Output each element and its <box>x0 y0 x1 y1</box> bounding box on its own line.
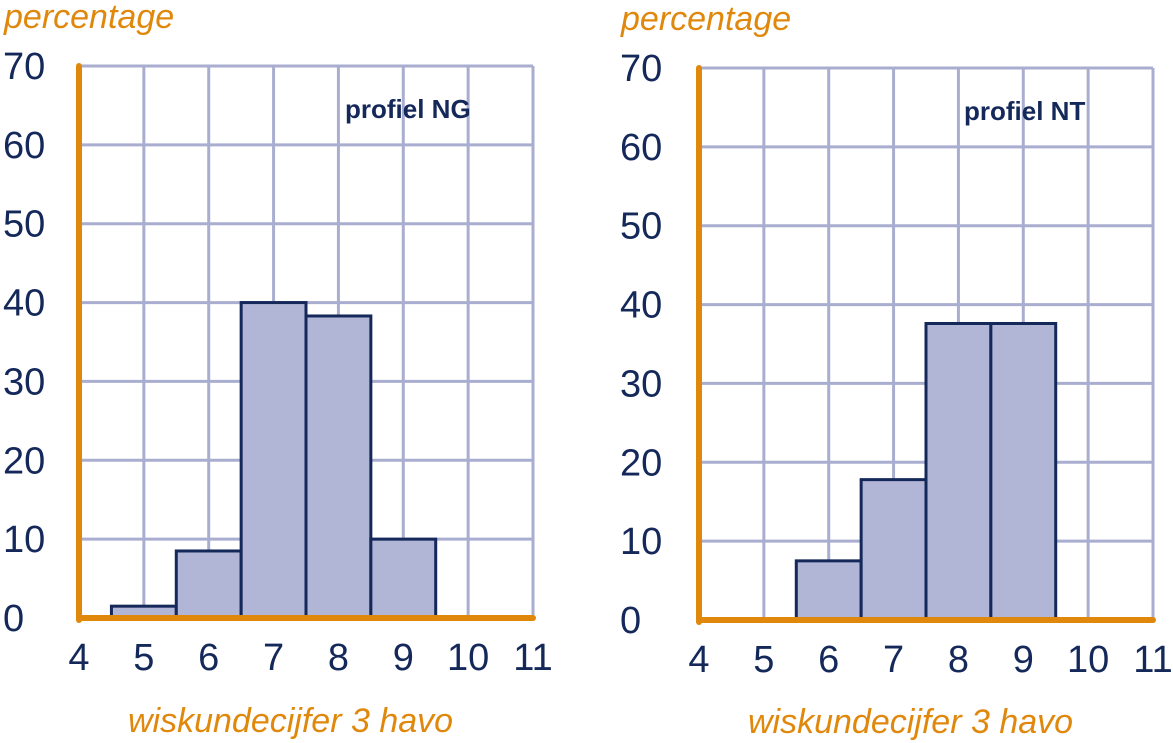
x-tick-label: 5 <box>753 639 774 681</box>
bar-7 <box>859 478 928 622</box>
y-tick-label: 20 <box>620 442 662 484</box>
panel-2: 0 10 20 30 40 50 60 70 4 5 6 7 8 9 10 11 percentage wisku… <box>620 0 1173 741</box>
y-tick-label: 0 <box>3 598 24 640</box>
panel-1: 0 10 20 30 40 50 60 70 4 5 6 7 8 9 10 11 percentage wisku… <box>3 0 553 740</box>
x-axis-title: wiskundecijfer 3 havo <box>128 702 453 740</box>
x-tick-label: 6 <box>818 639 839 681</box>
y-tick-label: 30 <box>3 361 45 403</box>
y-axis-title: percentage <box>3 0 174 36</box>
y-tick-label: 70 <box>3 46 45 88</box>
x-tick-label: 8 <box>948 639 969 681</box>
bar-6 <box>174 549 243 620</box>
bar-8 <box>304 314 373 620</box>
x-tick-label: 7 <box>263 637 284 679</box>
x-tick-label: 11 <box>1133 639 1172 681</box>
x-tick-label: 10 <box>1067 639 1109 681</box>
bar-9 <box>369 537 438 620</box>
y-tick-label: 60 <box>3 125 45 167</box>
y-axis-title: percentage <box>620 0 791 38</box>
x-tick-label: 8 <box>328 637 349 679</box>
panel-label: profiel NT <box>964 96 1085 126</box>
y-tick-label: 60 <box>620 127 662 169</box>
y-tick-label: 50 <box>3 204 45 246</box>
y-tick-label: 0 <box>620 600 641 642</box>
x-tick-label: 11 <box>513 637 552 679</box>
x-tick-label: 4 <box>68 637 89 679</box>
y-tick-label: 30 <box>620 363 662 405</box>
panel-label: profiel NG <box>345 94 471 124</box>
x-tick-label: 7 <box>883 639 904 681</box>
y-tick-label: 20 <box>3 440 45 482</box>
x-axis-title: wiskundecijfer 3 havo <box>748 703 1073 741</box>
y-tick-label: 70 <box>620 48 662 90</box>
x-tick-label: 5 <box>133 637 154 679</box>
bar-7 <box>239 301 308 620</box>
y-tick-label: 40 <box>3 283 45 325</box>
bar-9 <box>989 321 1058 622</box>
y-tick-label: 40 <box>620 285 662 327</box>
y-tick-label: 50 <box>620 206 662 248</box>
x-tick-label: 6 <box>198 637 219 679</box>
bar-6 <box>794 559 863 622</box>
x-tick-label: 10 <box>447 637 489 679</box>
x-tick-label: 4 <box>688 639 709 681</box>
y-tick-label: 10 <box>3 519 45 561</box>
y-tick-label: 10 <box>620 521 662 563</box>
bar-8 <box>924 321 993 622</box>
x-tick-label: 9 <box>393 637 414 679</box>
x-tick-label: 9 <box>1013 639 1034 681</box>
